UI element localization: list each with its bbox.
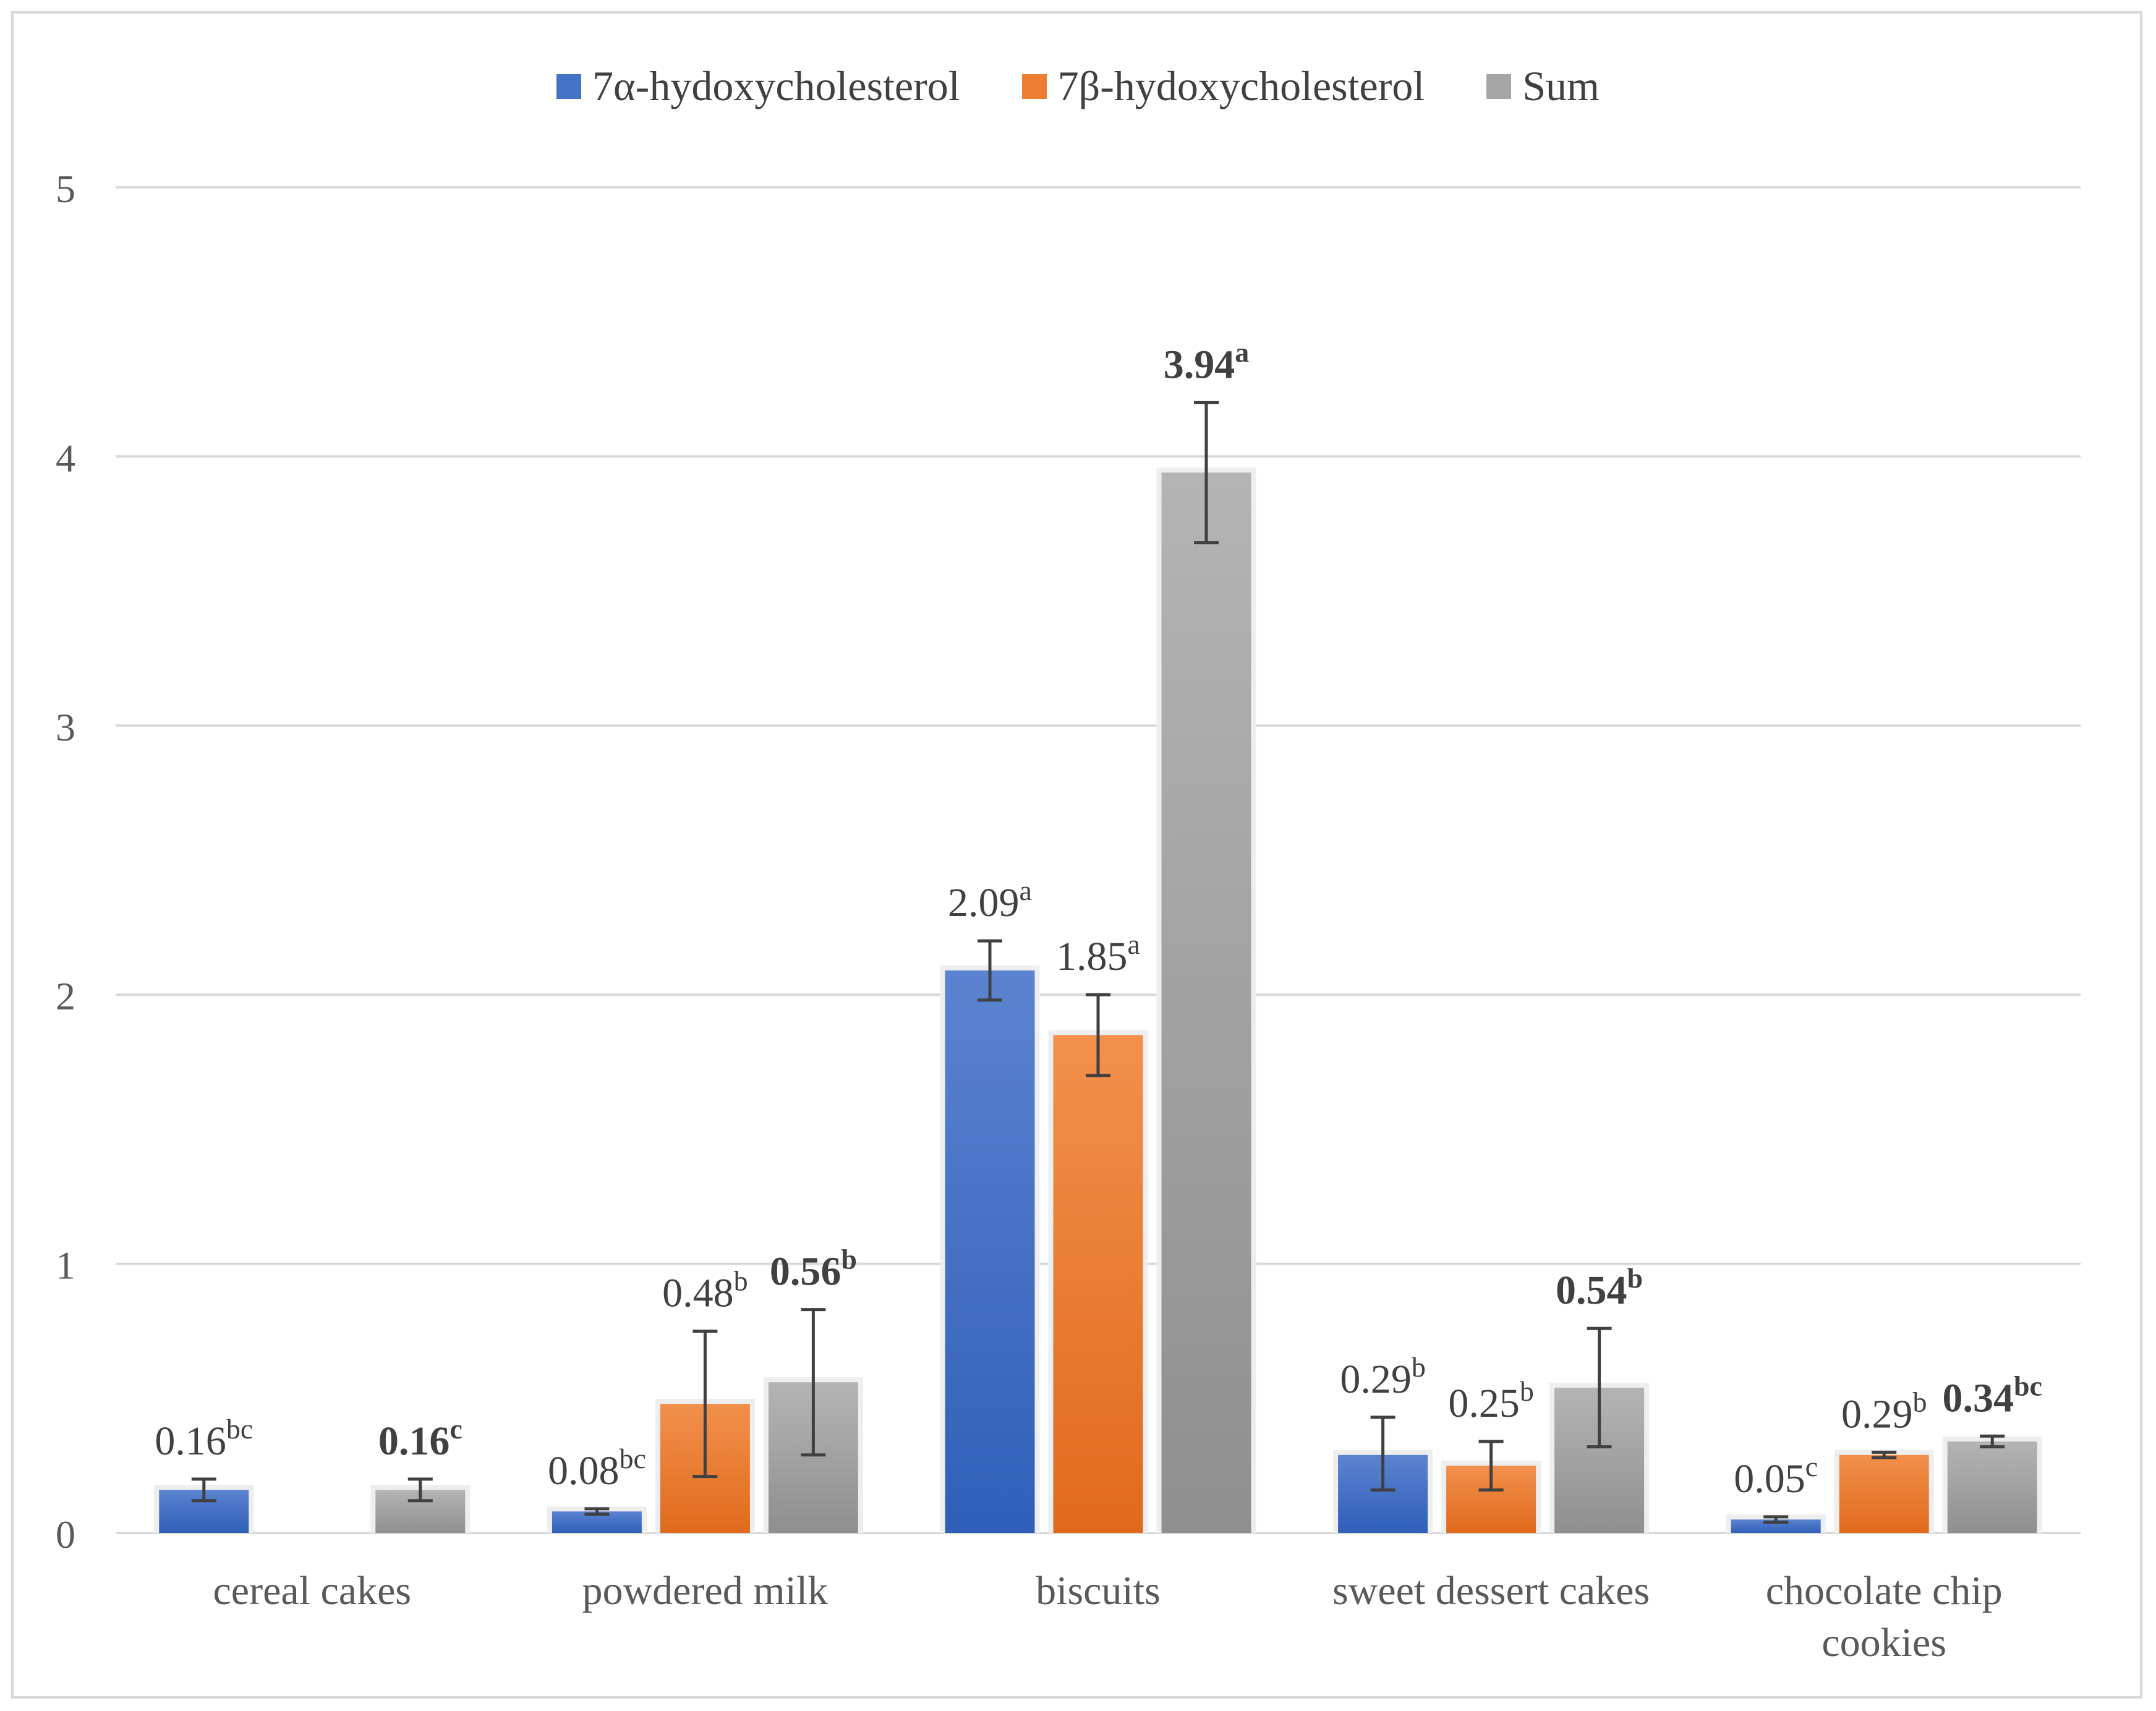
data-label-superscript: b [1412, 1351, 1426, 1383]
data-label: 0.54b [1556, 1262, 1643, 1313]
legend-item-7alpha: 7α-hydoxycholesterol [556, 62, 960, 111]
data-label-value: 1.85 [1056, 934, 1128, 979]
data-label: 0.05c [1734, 1451, 1818, 1501]
y-tick-label: 3 [56, 705, 75, 749]
data-label-superscript: b [841, 1244, 857, 1275]
data-label-value: 0.29 [1841, 1391, 1913, 1437]
data-label-value: 0.05 [1734, 1456, 1805, 1501]
data-label-superscript: b [1627, 1262, 1643, 1294]
data-label-superscript: bc [619, 1443, 646, 1474]
x-tick-label-line: powdered milk [582, 1568, 829, 1613]
data-label: 0.08bc [548, 1443, 646, 1493]
error-bars [191, 401, 2005, 1524]
legend-item-sum: Sum [1486, 62, 1600, 111]
y-tick-label: 0 [56, 1513, 75, 1556]
x-tick-label: powdered milk [582, 1568, 829, 1613]
y-tick-label: 4 [56, 436, 75, 480]
bar-0-2 [945, 970, 1035, 1533]
data-label: 0.56b [770, 1244, 857, 1294]
data-label-superscript: c [1805, 1451, 1818, 1482]
data-label-value: 0.54 [1556, 1268, 1627, 1313]
data-label-value: 0.25 [1448, 1381, 1520, 1426]
data-label-superscript: bc [226, 1413, 253, 1445]
x-tick-label: chocolate chip cookies [1766, 1568, 2003, 1665]
data-label-superscript: b [734, 1265, 748, 1296]
data-label-superscript: c [450, 1413, 462, 1445]
data-label: 1.85a [1056, 928, 1140, 979]
bar-1-2 [1053, 1035, 1143, 1533]
data-label-value: 0.29 [1340, 1357, 1412, 1402]
data-label-value: 2.09 [948, 880, 1020, 925]
data-label: 0.48b [662, 1265, 748, 1315]
x-tick-label: sweet dessert cakes [1332, 1568, 1650, 1613]
data-label: 0.29b [1841, 1386, 1927, 1437]
legend-swatch-7beta [1021, 74, 1047, 99]
data-label: 0.34bc [1942, 1370, 2042, 1420]
data-label-superscript: a [1235, 336, 1249, 368]
bar-2-2 [1161, 472, 1251, 1534]
y-tick-label: 2 [56, 974, 75, 1018]
data-label-value: 0.16 [155, 1419, 226, 1464]
x-tick-label-line: chocolate chip [1766, 1568, 2003, 1613]
legend: 7α-hydoxycholesterol 7β-hydoxycholestero… [0, 62, 2156, 111]
data-label-superscript: bc [2014, 1370, 2042, 1401]
data-label-superscript: b [1912, 1386, 1927, 1417]
data-label-value: 3.94 [1164, 342, 1235, 387]
data-label-value: 0.08 [548, 1448, 620, 1493]
x-tick-label: biscuits [1036, 1568, 1161, 1613]
data-label: 0.29b [1340, 1351, 1426, 1402]
data-label: 2.09a [948, 875, 1032, 925]
data-label-value: 0.56 [770, 1249, 842, 1294]
bar-2-4 [1947, 1441, 2037, 1533]
y-tick-label: 5 [56, 167, 75, 211]
bar-0-4 [1731, 1519, 1821, 1533]
data-label-superscript: b [1520, 1375, 1534, 1407]
data-label: 0.16bc [155, 1413, 253, 1464]
bar-1-4 [1839, 1454, 1929, 1533]
data-label: 0.16c [378, 1413, 462, 1464]
x-tick-label-line: cookies [1822, 1620, 1946, 1665]
x-tick-label-line: cereal cakes [213, 1568, 412, 1613]
legend-label-sum: Sum [1522, 62, 1600, 109]
legend-label-7alpha: 7α-hydoxycholesterol [592, 62, 960, 109]
legend-swatch-7alpha [556, 74, 582, 99]
x-axis: cereal cakes powdered milk biscuits sweet d… [213, 1568, 2003, 1665]
data-label-superscript: a [1128, 928, 1140, 960]
data-label: 0.25b [1448, 1375, 1534, 1426]
data-label-value: 0.34 [1942, 1375, 2014, 1420]
y-tick-label: 1 [56, 1244, 75, 1288]
x-tick-label-line: biscuits [1036, 1568, 1161, 1613]
x-tick-label: cereal cakes [213, 1568, 412, 1613]
legend-item-7beta: 7β-hydoxycholesterol [1021, 62, 1425, 111]
data-label-superscript: a [1020, 875, 1032, 906]
legend-label-7beta: 7β-hydoxycholesterol [1057, 62, 1425, 109]
legend-swatch-sum [1486, 74, 1512, 99]
data-label: 3.94a [1164, 336, 1250, 387]
x-tick-label-line: sweet dessert cakes [1332, 1568, 1650, 1613]
y-axis: 0 1 2 3 4 5 [56, 167, 75, 1556]
data-label-value: 0.48 [662, 1270, 734, 1315]
data-label-value: 0.16 [378, 1419, 450, 1464]
